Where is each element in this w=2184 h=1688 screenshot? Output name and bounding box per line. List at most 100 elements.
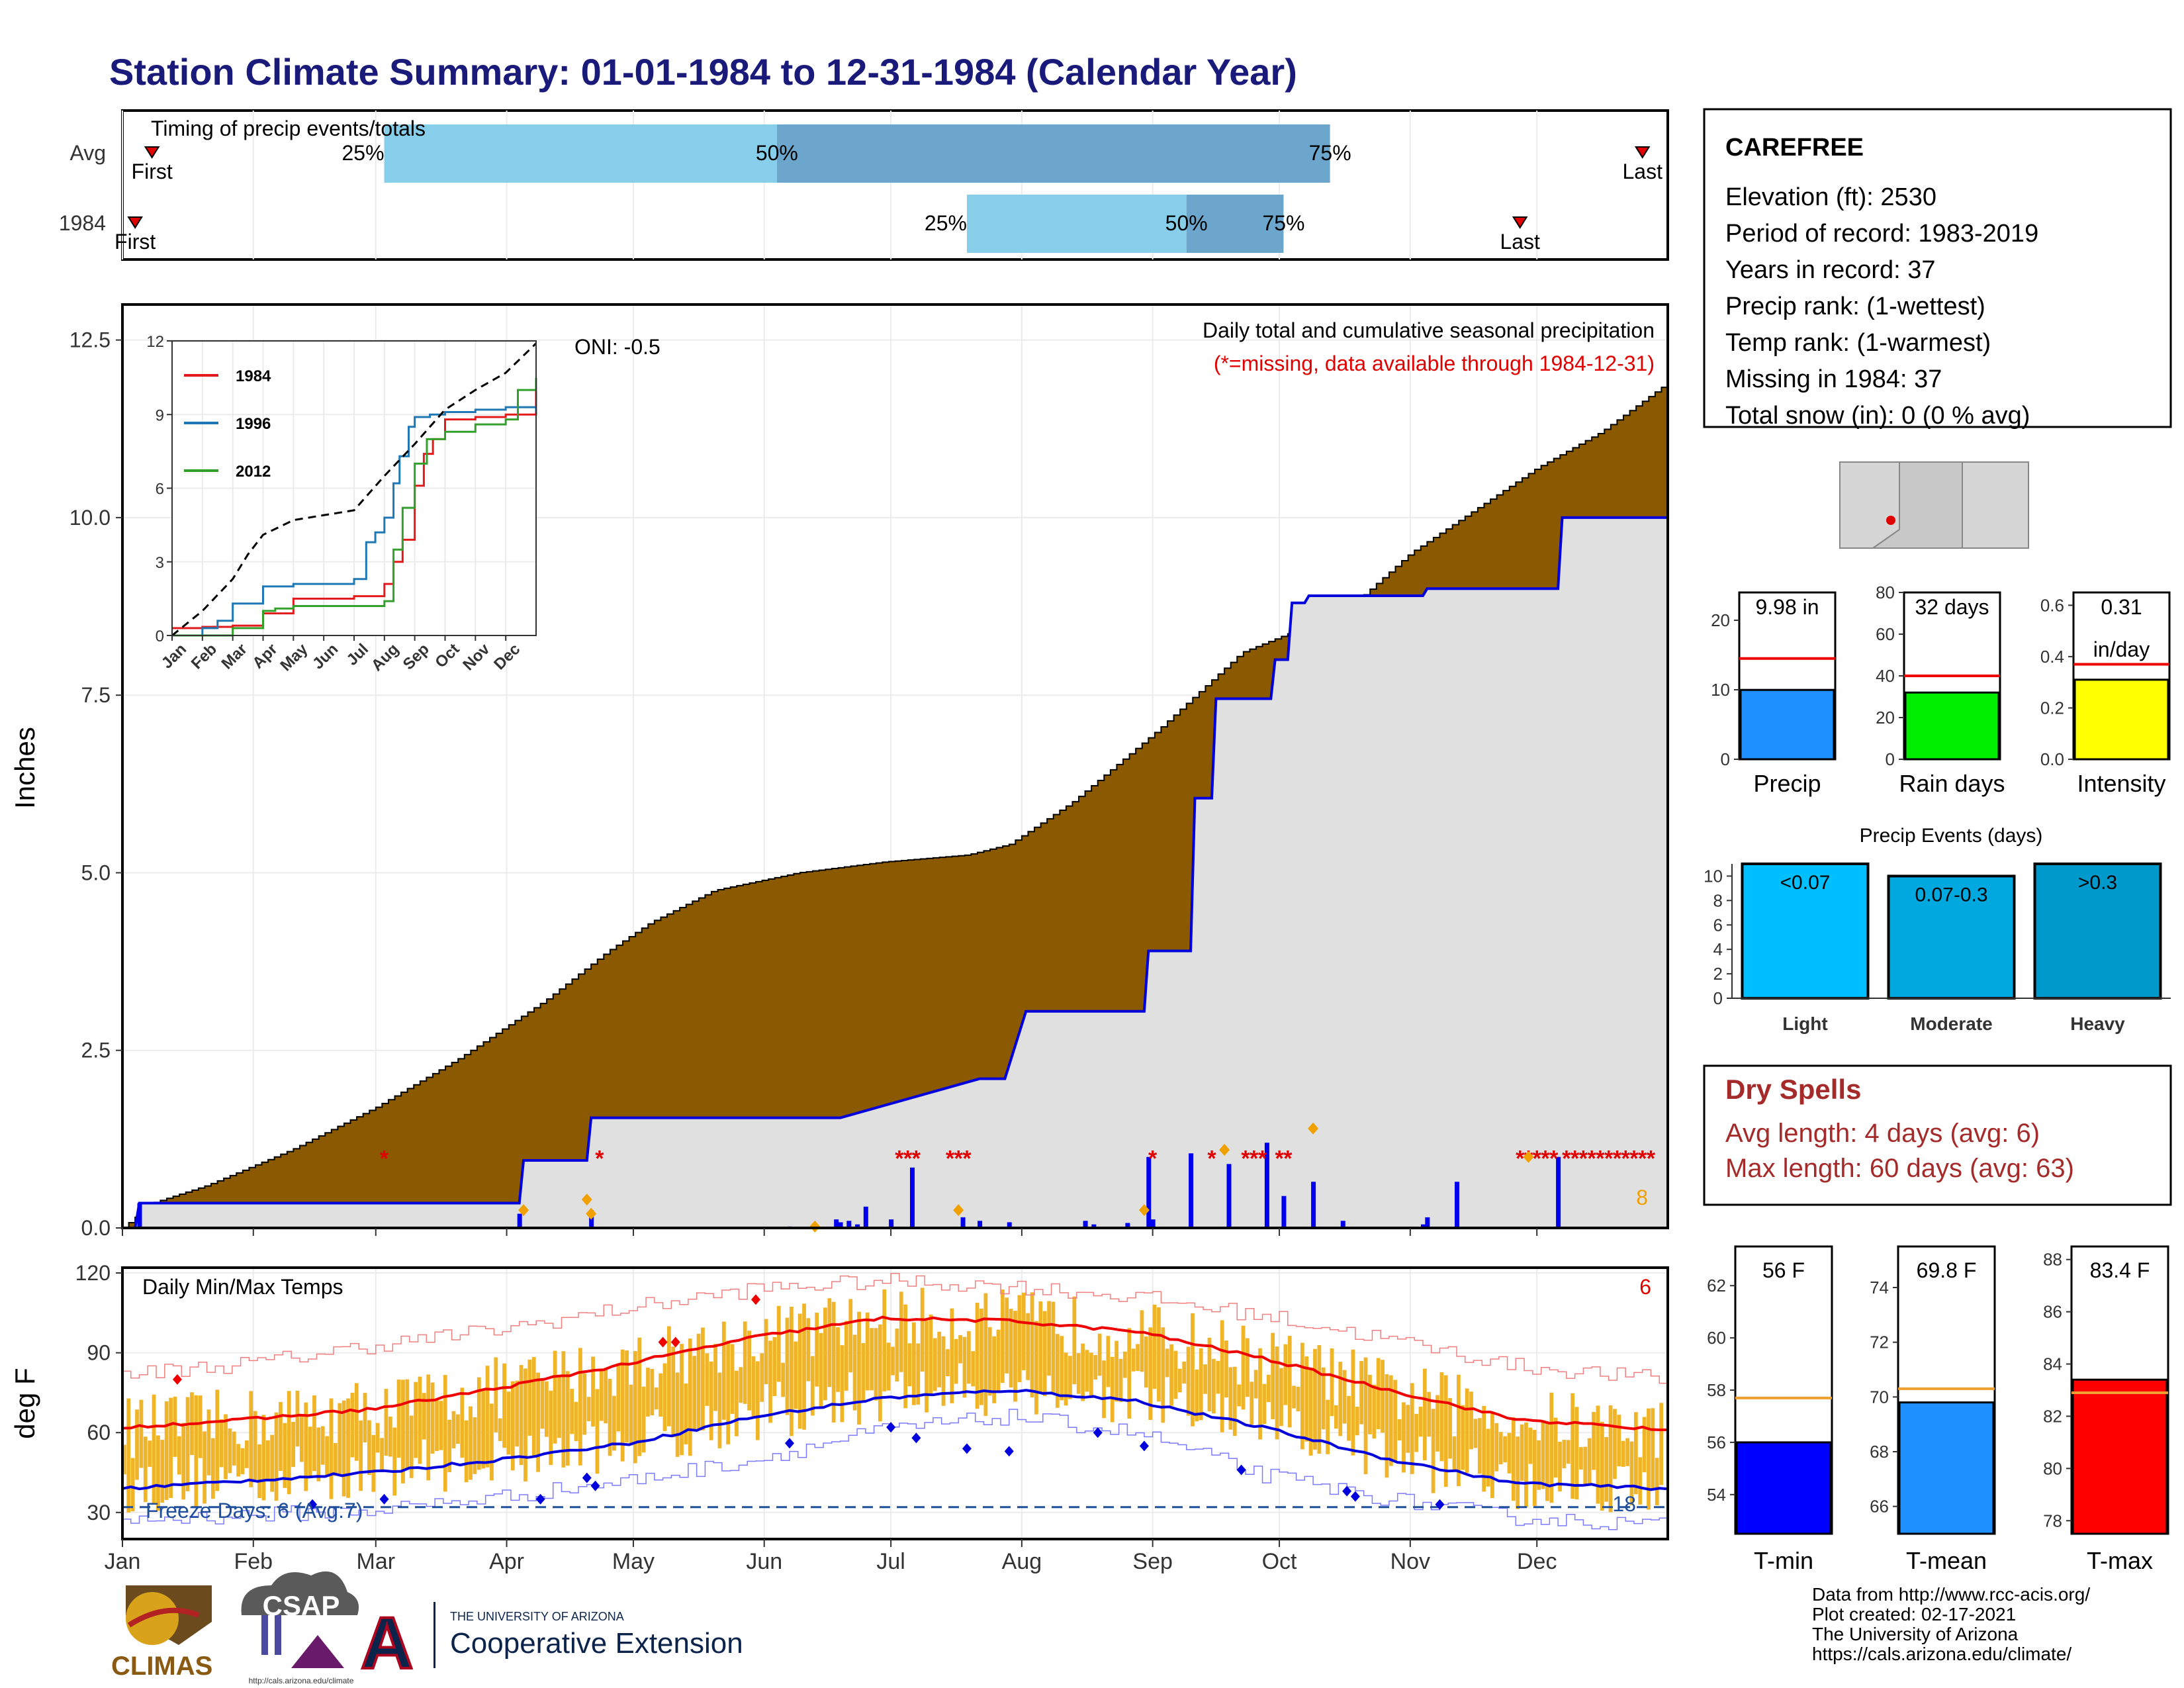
temp-daily-bar-121 bbox=[633, 1351, 637, 1464]
temp-daily-bar-275 bbox=[1283, 1344, 1288, 1405]
temp-record-low-marker-11 bbox=[1139, 1440, 1149, 1452]
temp-daily-bar-169 bbox=[836, 1327, 840, 1392]
temp-daily-bar-3 bbox=[135, 1409, 139, 1480]
temp-daily-bar-351 bbox=[1604, 1436, 1609, 1502]
missing-day-marker-18: * bbox=[1541, 1147, 1550, 1172]
inset-legend-label-1996: 1996 bbox=[236, 415, 271, 433]
missing-day-marker-26: * bbox=[1613, 1147, 1622, 1172]
precip-missing-markers: ******************************* bbox=[380, 1147, 1656, 1172]
precip-y-ticks: 0.0 2.5 5.0 7.5 10.0 12.5 bbox=[69, 328, 1538, 1240]
temp-daily-bar-123 bbox=[641, 1386, 646, 1453]
precip-daily-bar-12 bbox=[978, 1221, 983, 1228]
temp-daily-bar-212 bbox=[1017, 1295, 1022, 1383]
temp-daily-bar-99 bbox=[540, 1378, 545, 1429]
timing-last-marker-1 bbox=[1512, 216, 1528, 229]
mini-precip-ticklabel-1-3: 60 bbox=[1876, 624, 1895, 644]
temp-daily-bar-151 bbox=[760, 1353, 764, 1402]
temp-daily-bar-209 bbox=[1005, 1297, 1009, 1374]
temp-daily-bar-17 bbox=[194, 1395, 199, 1508]
temp-daily-bar-58 bbox=[367, 1420, 371, 1476]
station-line-0: Elevation (ft): 2530 bbox=[1725, 183, 1936, 211]
timing-p75-label-0: 75% bbox=[1309, 141, 1351, 165]
temp-daily-bar-119 bbox=[625, 1350, 629, 1443]
temp-record-low-marker-10 bbox=[1093, 1427, 1103, 1438]
temp-daily-bar-322 bbox=[1482, 1405, 1486, 1492]
temp-daily-bar-176 bbox=[865, 1312, 870, 1391]
missing-day-marker-0: * bbox=[380, 1147, 389, 1172]
temp-daily-bar-271 bbox=[1266, 1374, 1271, 1403]
precip-daily-bar-5 bbox=[838, 1222, 843, 1228]
temp-daily-bar-116 bbox=[612, 1395, 616, 1451]
precip-daily-bar-8 bbox=[863, 1206, 868, 1228]
temp-daily-bar-66 bbox=[401, 1380, 405, 1483]
precip-events-panel: Precip Events (days) <0.07 Light 0.07-0.3 M… bbox=[1704, 825, 2171, 1034]
timing-bar-25-50-1 bbox=[966, 195, 1187, 253]
temp-record-low-marker-12 bbox=[1236, 1464, 1246, 1476]
mini-temp-category-1: T-mean bbox=[1906, 1547, 1987, 1574]
temp-daily-bar-170 bbox=[840, 1345, 844, 1423]
temp-daily-bar-207 bbox=[996, 1329, 1001, 1393]
temp-daily-bar-197 bbox=[954, 1338, 958, 1384]
precip-daily-bar-21 bbox=[1264, 1143, 1269, 1228]
precip-record-marker-1 bbox=[581, 1194, 592, 1206]
temp-daily-bar-183 bbox=[895, 1329, 899, 1382]
ua-divider bbox=[433, 1602, 435, 1668]
timing-rows: 25% 50% 75% First Last 25% 50% 75% First Last bbox=[114, 124, 1662, 254]
temp-record-low-marker-14 bbox=[1350, 1491, 1360, 1502]
temp-daily-bar-257 bbox=[1207, 1337, 1212, 1412]
precip-daily-bar-26 bbox=[1425, 1217, 1430, 1228]
temp-daily-bar-84 bbox=[477, 1377, 481, 1470]
temp-daily-bar-255 bbox=[1199, 1348, 1203, 1421]
temp-daily-bar-132 bbox=[680, 1344, 684, 1456]
mini-temp-ticklabel-2-4: 86 bbox=[2043, 1302, 2062, 1322]
temp-daily-bar-80 bbox=[460, 1387, 465, 1458]
timing-first-label-0: First bbox=[132, 160, 173, 183]
events-ticklabel-2: 4 bbox=[1713, 939, 1723, 959]
temp-daily-bar-20 bbox=[206, 1409, 211, 1476]
temp-daily-bar-115 bbox=[608, 1378, 612, 1456]
mini-temp-ticklabel-0-1: 56 bbox=[1707, 1432, 1726, 1452]
events-value-label-0: <0.07 bbox=[1780, 872, 1831, 894]
temp-daily-bar-182 bbox=[891, 1346, 895, 1376]
temp-daily-bar-279 bbox=[1300, 1342, 1304, 1450]
station-line-4: Temp rank: (1-warmest) bbox=[1725, 329, 1991, 357]
temp-daily-bar-196 bbox=[950, 1308, 954, 1403]
temp-daily-bar-7 bbox=[152, 1394, 156, 1505]
temp-daily-bar-83 bbox=[473, 1417, 477, 1474]
station-line-5: Missing in 1984: 37 bbox=[1725, 365, 1942, 393]
temp-daily-bar-199 bbox=[962, 1336, 967, 1398]
temp-daily-bar-249 bbox=[1173, 1350, 1178, 1399]
temp-daily-bar-154 bbox=[772, 1336, 777, 1397]
temp-daily-bar-234 bbox=[1110, 1356, 1115, 1423]
temp-daily-bar-158 bbox=[790, 1307, 794, 1436]
temp-daily-bar-284 bbox=[1321, 1367, 1326, 1430]
temp-daily-bar-38 bbox=[283, 1423, 287, 1488]
temp-daily-bar-339 bbox=[1553, 1417, 1558, 1478]
inset-series bbox=[171, 342, 537, 637]
temp-daily-bar-25 bbox=[228, 1428, 232, 1474]
temp-daily-bar-118 bbox=[620, 1349, 625, 1462]
month-label-1: Feb bbox=[234, 1549, 273, 1574]
precip-ytick-label-2: 5.0 bbox=[81, 861, 111, 884]
precip-daily-bar-1 bbox=[517, 1213, 522, 1228]
temp-daily-bar-341 bbox=[1562, 1440, 1567, 1469]
temp-daily-bar-190 bbox=[925, 1321, 929, 1413]
temp-daily-bar-309 bbox=[1427, 1391, 1432, 1437]
temp-daily-bar-302 bbox=[1397, 1419, 1402, 1441]
mini-precip-ticklabel-0-2: 20 bbox=[1711, 610, 1730, 630]
temp-panel-title: Daily Min/Max Temps bbox=[142, 1275, 343, 1299]
mini-precip-category-2: Intensity bbox=[2077, 770, 2165, 797]
temp-daily-bar-327 bbox=[1503, 1436, 1507, 1463]
temp-daily-bar-243 bbox=[1148, 1327, 1153, 1421]
temp-daily-bar-345 bbox=[1579, 1447, 1583, 1470]
precip-ytick-label-0: 0.0 bbox=[81, 1216, 111, 1240]
mini-temp-ticklabel-1-3: 72 bbox=[1870, 1333, 1889, 1352]
temp-daily-bar-50 bbox=[333, 1442, 338, 1476]
temp-daily-bar-144 bbox=[730, 1344, 735, 1414]
events-category-0: Light bbox=[1782, 1013, 1827, 1034]
temp-daily-bar-200 bbox=[966, 1331, 971, 1384]
temp-daily-bar-253 bbox=[1191, 1313, 1195, 1427]
temp-daily-bar-292 bbox=[1355, 1407, 1359, 1436]
precip-record-marker-3 bbox=[809, 1220, 821, 1233]
